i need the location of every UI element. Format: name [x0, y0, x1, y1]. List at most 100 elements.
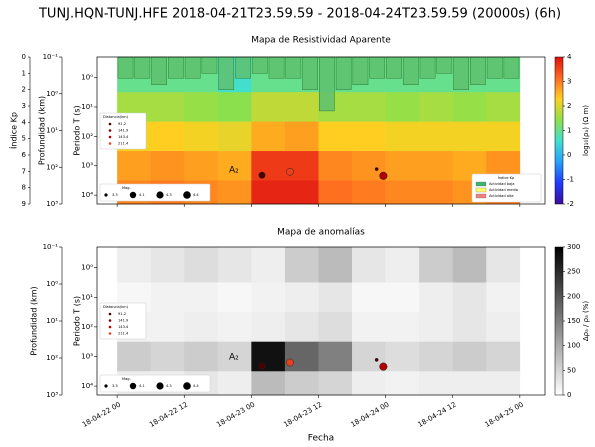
event-marker [286, 358, 294, 367]
event-marker [258, 362, 266, 370]
legend-marker [108, 319, 112, 322]
y-tick-label: 10³ [81, 352, 93, 360]
colorbar-tick-label: 0 [567, 151, 571, 159]
heatmap-cell [251, 341, 286, 372]
legend-marker [108, 129, 112, 132]
kp-bar [436, 56, 453, 74]
depth-tick-label: 10⁻¹ [43, 53, 59, 61]
legend-label: Actividad media [489, 188, 518, 192]
heatmap-cell [284, 121, 319, 152]
heatmap-cell [117, 341, 151, 372]
colorbar-tick-label: 1 [567, 127, 571, 135]
y-tick-label: 10⁰ [81, 264, 93, 272]
heatmap-cell [486, 312, 521, 342]
kp-bar [184, 56, 201, 79]
kp-bar [285, 56, 302, 79]
legend-label: Actividad baja [489, 182, 515, 186]
heatmap-cell [352, 312, 386, 342]
kp-tick-label: 6 [22, 151, 27, 159]
legend-title: Índice Kp [498, 175, 515, 180]
y-axis-title: Periodo T (s) [73, 105, 82, 155]
heatmap-cell [385, 121, 420, 152]
heatmap-cell [284, 247, 319, 283]
y-axis-title: Periodo T (s) [73, 296, 82, 346]
y-tick-label: 10⁴ [81, 191, 93, 199]
legend-marker [183, 382, 191, 390]
heatmap-cell [217, 312, 252, 342]
kp-tick-label: 0 [22, 53, 26, 61]
legend-label: Actividad alta [489, 194, 514, 198]
legend-label: 91.2 [118, 312, 126, 316]
heatmap-cell [284, 180, 319, 205]
colorbar [554, 56, 564, 205]
heatmap-cell [352, 180, 386, 205]
colorbar-tick-label: 250 [567, 268, 580, 276]
heatmap-cell [419, 92, 454, 122]
legend-label: 211.4 [118, 332, 129, 336]
kp-tick-label: 2 [22, 86, 26, 94]
heatmap-cell [150, 151, 185, 181]
legend-label: 211.4 [118, 142, 129, 146]
heatmap-cell [217, 180, 252, 205]
heatmap-cell [385, 247, 420, 283]
heatmap-cell [251, 312, 286, 342]
legend-marker [108, 142, 112, 145]
colorbar-tick-label: -1 [567, 176, 574, 184]
y-tick-label: 10³ [81, 162, 93, 170]
kp-bar [302, 56, 318, 90]
heatmap-cell [184, 121, 219, 152]
heatmap-cell [184, 312, 219, 342]
heatmap-cell [284, 151, 319, 181]
heatmap-cell [251, 151, 286, 181]
legend-title: Mag. [122, 377, 131, 381]
legend-swatch [475, 181, 487, 187]
kp-bar [402, 56, 419, 86]
heatmap-cell [284, 92, 319, 122]
colorbar-tick-label: 300 [567, 243, 580, 251]
legend-label: 4.4 [193, 384, 199, 388]
heatmap-cell [452, 312, 487, 342]
heatmap-cell [385, 151, 420, 181]
legend-label: 4.3 [166, 193, 172, 197]
legend-marker [104, 384, 108, 388]
heatmap-cell [217, 282, 252, 313]
heatmap-cell [318, 247, 353, 283]
heatmap-cell [452, 121, 487, 152]
legend-marker [129, 382, 137, 390]
heatmap-cell [284, 341, 319, 372]
depth-tick-label: 10³ [46, 200, 58, 208]
annotation: A₂ [229, 166, 239, 176]
heatmap-cell [486, 282, 521, 313]
heatmap-cell [419, 371, 454, 396]
annotation: A₂ [229, 353, 239, 363]
heatmap-cell [352, 121, 386, 152]
legend-marker [104, 193, 108, 197]
heatmap-cell [150, 247, 185, 283]
heatmap-cell [217, 121, 252, 152]
heatmap-cell [318, 282, 353, 313]
legend-label: 3.3 [112, 384, 118, 388]
heatmap-cell [452, 92, 487, 122]
heatmap-cell [251, 121, 286, 152]
heatmap-cell [352, 282, 386, 313]
depth-tick-label: 10¹ [46, 317, 58, 325]
colorbar-title: Δρₐ / ρₐ (%) [582, 301, 590, 342]
x-axis-title: Fecha [308, 434, 334, 444]
legend-marker [129, 191, 137, 199]
plot-frame [96, 56, 546, 205]
depth-tick-label: 10² [46, 163, 58, 171]
heatmap-cell [251, 180, 286, 205]
legend-title: Distancia(km) [103, 305, 129, 309]
kp-bar [335, 56, 352, 90]
kp-tick-label: 5 [22, 135, 26, 143]
heatmap-cell [385, 92, 420, 122]
depth-tick-label: 10² [46, 354, 58, 362]
x-tick-label: 18-04-23 12 [282, 401, 323, 429]
heatmap-cell [385, 341, 420, 372]
colorbar-tick-label: 4 [567, 53, 572, 61]
kp-tick-label: 1 [22, 69, 26, 77]
legend-marker [183, 191, 191, 199]
heatmap-cell [284, 371, 319, 396]
colorbar-tick-label: 200 [567, 292, 580, 300]
